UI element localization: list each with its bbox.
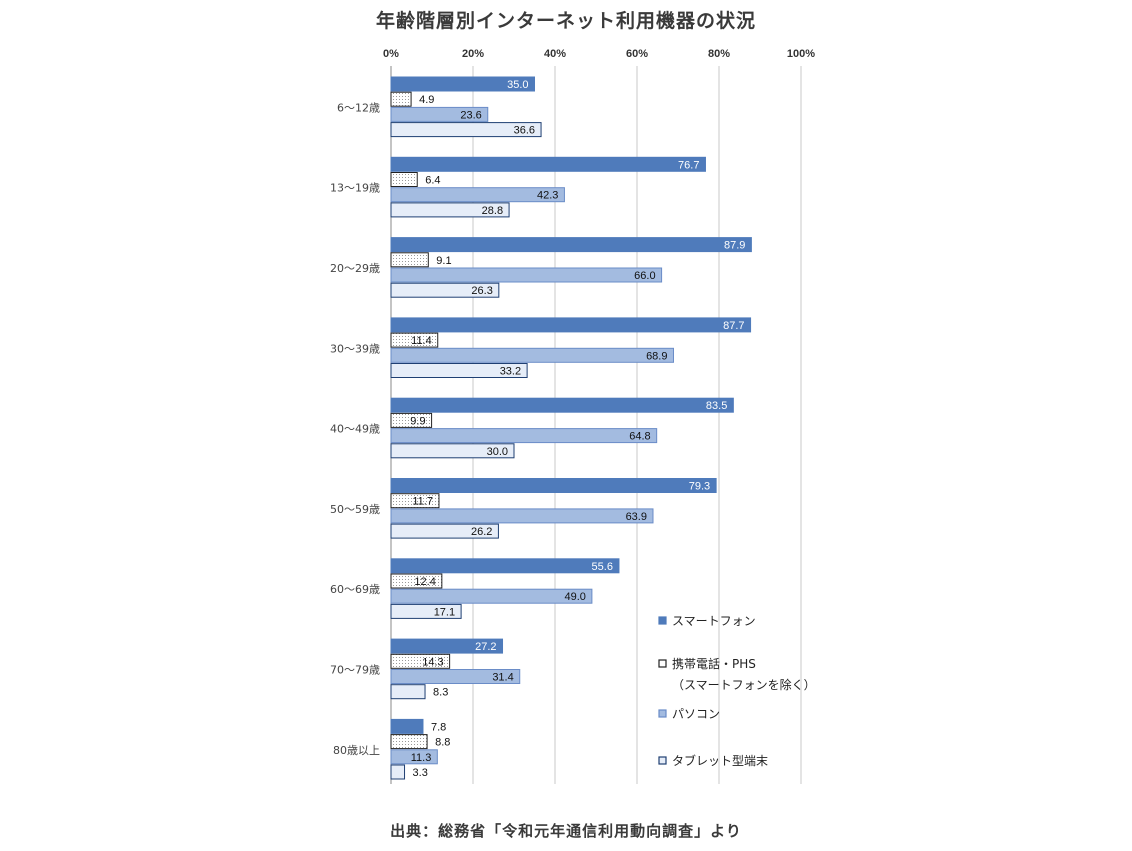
data-label: 17.1	[434, 606, 455, 618]
x-tick-label: 20%	[462, 48, 484, 60]
bar	[390, 332, 439, 348]
data-label: 35.0	[507, 79, 528, 91]
data-label: 83.5	[706, 400, 727, 412]
bar	[390, 156, 706, 172]
bar	[390, 573, 443, 589]
bar	[390, 252, 429, 268]
bar	[390, 412, 433, 428]
data-label: 27.2	[475, 641, 496, 653]
bar	[390, 267, 663, 283]
bar	[390, 363, 528, 378]
bar	[390, 684, 426, 700]
legend-swatch	[658, 616, 667, 625]
data-label: 6.4	[425, 175, 440, 187]
data-label: 7.8	[431, 721, 446, 733]
chart-title: 年齢階層別インターネット利用機器の状況	[375, 10, 756, 32]
bar	[390, 669, 521, 684]
data-label: 79.3	[689, 481, 710, 493]
data-label: 11.7	[412, 496, 433, 508]
bar	[390, 317, 752, 333]
bar	[390, 282, 500, 298]
data-label: 87.7	[723, 320, 744, 332]
legend-swatch	[658, 659, 667, 668]
data-label: 33.2	[500, 366, 521, 378]
legend-label: 携帯電話・PHS	[672, 656, 756, 671]
bar	[390, 106, 489, 122]
data-label: 4.9	[419, 94, 434, 106]
data-label: 31.4	[492, 672, 513, 684]
bar	[390, 76, 535, 92]
bar	[390, 187, 565, 203]
bar	[390, 443, 515, 459]
data-label: 3.3	[413, 767, 428, 779]
category-label: 6～12歳	[337, 101, 380, 114]
x-tick-label: 60%	[626, 48, 648, 60]
bar	[390, 508, 654, 524]
bar	[390, 428, 658, 444]
data-label: 26.2	[471, 526, 492, 538]
legend-label-line2: （スマートフォンを除く）	[672, 677, 816, 692]
category-label: 50～59歳	[330, 503, 380, 516]
data-label: 68.9	[646, 350, 667, 362]
data-label: 87.9	[724, 240, 745, 252]
category-label: 80歳以上	[333, 744, 380, 757]
bar	[390, 122, 542, 138]
category-label: 13～19歳	[330, 182, 380, 195]
bar	[390, 734, 428, 750]
legend-swatch	[658, 709, 667, 718]
bar	[390, 638, 504, 654]
bar	[390, 237, 752, 253]
data-label: 12.4	[414, 576, 435, 588]
bar	[390, 653, 451, 669]
data-label: 11.3	[411, 752, 432, 764]
bar	[390, 202, 510, 218]
data-label: 30.0	[487, 446, 508, 458]
data-label: 11.4	[411, 335, 432, 347]
bar	[390, 749, 438, 765]
bar	[390, 588, 593, 604]
category-label: 70～79歳	[330, 664, 380, 677]
bar	[390, 764, 406, 780]
legend-label: スマートフォン	[672, 614, 756, 628]
bar	[390, 172, 418, 187]
category-label: 60～69歳	[330, 583, 380, 596]
bar	[390, 718, 424, 734]
x-tick-label: 40%	[544, 48, 566, 60]
data-label: 55.6	[592, 561, 613, 573]
data-label: 9.1	[436, 255, 451, 267]
data-label: 63.9	[626, 511, 647, 523]
data-label: 28.8	[482, 205, 503, 217]
legend-swatch	[658, 756, 667, 765]
data-label: 8.8	[435, 737, 450, 749]
category-label: 40～49歳	[330, 423, 380, 436]
data-label: 66.0	[634, 270, 655, 282]
data-label: 49.0	[564, 591, 585, 603]
source-note: 出典：総務省「令和元年通信利用動向調査」より	[390, 822, 742, 840]
bar	[390, 478, 717, 493]
category-label: 30～39歳	[330, 342, 380, 355]
bar	[390, 558, 620, 574]
bar	[390, 523, 499, 539]
category-label: 20～29歳	[330, 262, 380, 275]
data-label: 14.3	[422, 656, 443, 668]
bar	[390, 493, 440, 509]
x-tick-label: 100%	[787, 48, 815, 60]
bar	[390, 603, 462, 619]
legend-label: タブレット型端末	[672, 753, 768, 768]
data-label: 76.7	[678, 159, 699, 171]
legend-label: パソコン	[672, 707, 720, 721]
data-label: 36.6	[514, 125, 535, 137]
data-label: 9.9	[410, 415, 425, 427]
data-label: 26.3	[471, 285, 492, 297]
data-label: 8.3	[433, 687, 448, 699]
data-label: 23.6	[460, 109, 481, 121]
data-label: 64.8	[629, 431, 650, 443]
bar	[390, 347, 674, 363]
x-tick-label: 80%	[708, 48, 730, 60]
bar	[390, 91, 412, 107]
bar	[390, 397, 734, 413]
data-label: 42.3	[537, 190, 558, 202]
x-tick-label: 0%	[383, 48, 399, 60]
